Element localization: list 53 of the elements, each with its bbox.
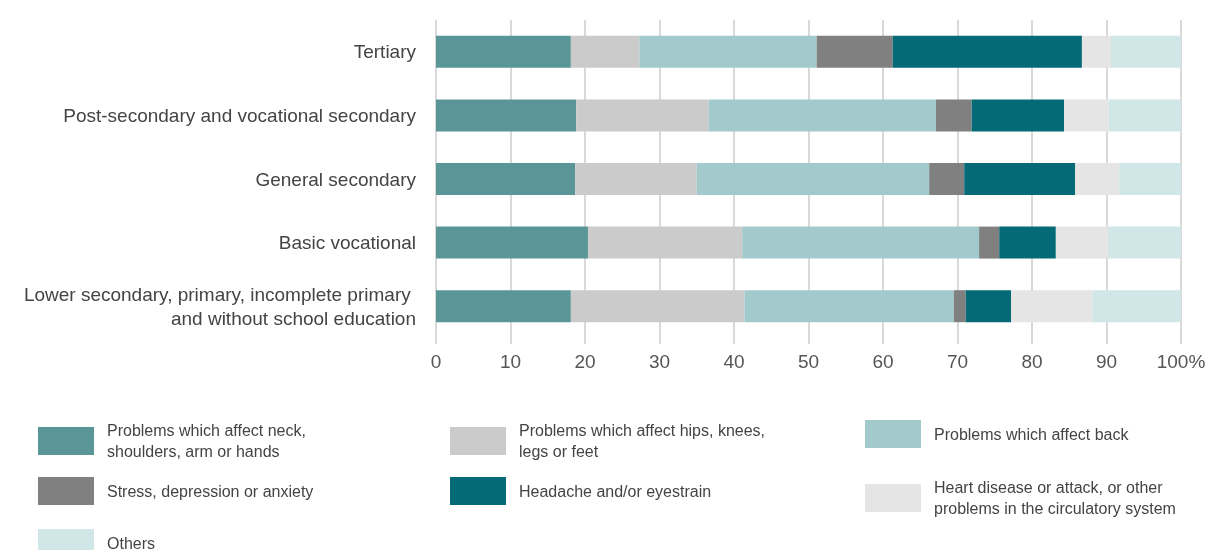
bar bbox=[935, 99, 972, 132]
x-tick-label: 50 bbox=[797, 351, 820, 372]
bar bbox=[979, 226, 1000, 259]
bar bbox=[965, 290, 1012, 323]
bar bbox=[436, 99, 577, 132]
bar bbox=[436, 226, 588, 259]
bar bbox=[964, 163, 1076, 195]
bar bbox=[1108, 99, 1181, 132]
legend-label: Heart disease or attack, or other problems in the circulatory system bbox=[934, 479, 1176, 517]
x-tick-label: 70 bbox=[946, 351, 969, 372]
legend-label: Headache and/or eyestrain bbox=[519, 482, 712, 500]
bar bbox=[436, 163, 576, 195]
bar bbox=[953, 290, 966, 323]
y-tick-label: Post-secondary and vocational secondary bbox=[63, 104, 417, 126]
y-tick-label: Lower secondary, primary, incomplete primary and without school education bbox=[23, 283, 416, 329]
bar bbox=[1107, 226, 1181, 259]
bar bbox=[570, 290, 745, 323]
bar bbox=[696, 163, 930, 195]
bar bbox=[1092, 290, 1181, 323]
y-tick-label: General secondary bbox=[255, 168, 417, 190]
bar bbox=[639, 35, 817, 68]
bar bbox=[576, 99, 709, 132]
bar bbox=[570, 35, 640, 68]
legend-label: Problems which affect neck, shoulders, arm or hands bbox=[107, 422, 311, 460]
bar bbox=[587, 226, 743, 259]
x-tick-label: 60 bbox=[872, 351, 894, 372]
bar bbox=[816, 35, 893, 68]
legend-label: Stress, depression or anxiety bbox=[107, 482, 314, 500]
x-tick-label: 100% bbox=[1156, 351, 1206, 372]
x-tick-label: 40 bbox=[723, 351, 745, 372]
legend-label: Problems which affect back bbox=[934, 425, 1130, 443]
bar bbox=[744, 290, 954, 323]
x-tick-label: 30 bbox=[648, 351, 671, 372]
y-tick-label: Tertiary bbox=[353, 41, 417, 63]
x-tick-label: 10 bbox=[499, 351, 522, 372]
x-tick-label: 90 bbox=[1095, 351, 1118, 372]
bar bbox=[436, 35, 571, 68]
x-tick-label: 20 bbox=[574, 351, 596, 372]
bar bbox=[971, 99, 1065, 132]
bar bbox=[436, 290, 571, 323]
bar bbox=[999, 226, 1056, 259]
legend-label: Others bbox=[107, 534, 156, 550]
bar bbox=[575, 163, 697, 195]
bar bbox=[742, 226, 980, 259]
legend-label: Problems which affect hips, knees, legs or feet bbox=[519, 422, 770, 460]
bar bbox=[929, 163, 965, 195]
bar bbox=[892, 35, 1082, 68]
bar bbox=[1119, 163, 1181, 195]
x-tick-label: 80 bbox=[1021, 351, 1043, 372]
bar bbox=[708, 99, 936, 132]
y-tick-label: Basic vocational bbox=[278, 232, 416, 254]
x-tick-label: 0 bbox=[430, 351, 442, 372]
bar bbox=[1110, 35, 1181, 68]
